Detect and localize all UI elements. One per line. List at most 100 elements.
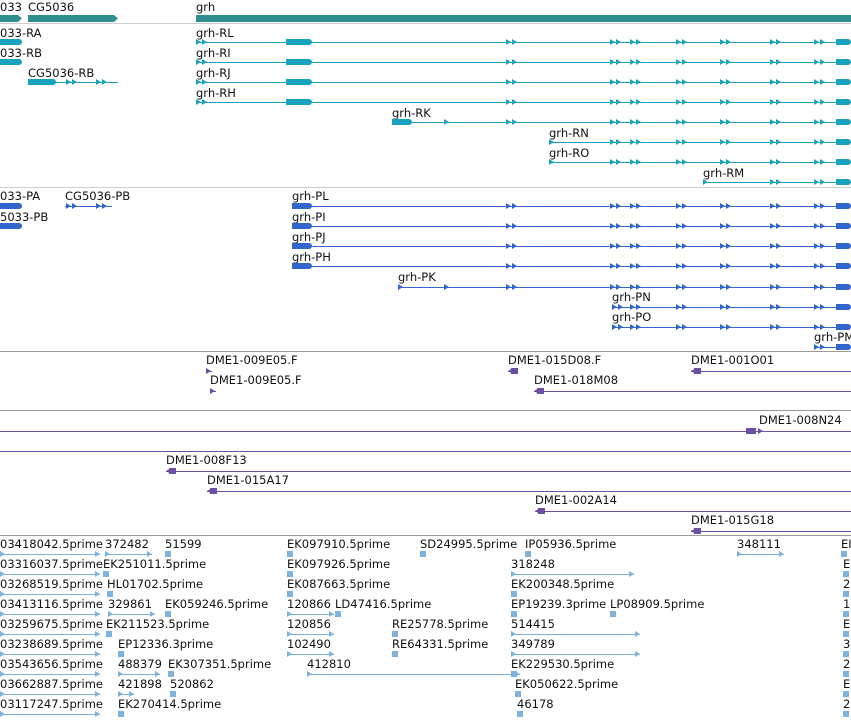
transcript-label[interactable]: grh-RL bbox=[196, 26, 234, 40]
est-line[interactable] bbox=[105, 554, 152, 555]
est-block[interactable] bbox=[841, 551, 847, 557]
transcript-line[interactable] bbox=[612, 327, 851, 328]
est-block[interactable] bbox=[165, 611, 171, 617]
est-label[interactable]: EK307351.5prime bbox=[168, 657, 272, 671]
est-label[interactable]: 488379 bbox=[118, 657, 162, 671]
est-block[interactable] bbox=[335, 611, 341, 617]
est-line[interactable] bbox=[0, 614, 100, 615]
protein-label[interactable]: 033-PA bbox=[0, 189, 41, 203]
est-block[interactable] bbox=[107, 591, 113, 597]
protein-label[interactable]: 5033-PB bbox=[0, 210, 49, 224]
est-label[interactable]: 03316037.5prime bbox=[0, 557, 104, 571]
gene-label[interactable]: 033 bbox=[0, 0, 22, 14]
est-label[interactable]: EP19239.3prime bbox=[511, 597, 607, 611]
transcript-line[interactable] bbox=[196, 102, 851, 103]
est-block[interactable] bbox=[392, 651, 398, 657]
est-label[interactable]: 514415 bbox=[511, 617, 555, 631]
transcript-line[interactable] bbox=[814, 347, 851, 348]
est-block[interactable] bbox=[106, 631, 112, 637]
transcript-line[interactable] bbox=[196, 82, 851, 83]
transcript-line[interactable] bbox=[392, 122, 851, 123]
transcript-line[interactable] bbox=[549, 142, 851, 143]
est-label[interactable]: 120866 bbox=[287, 597, 331, 611]
protein-label[interactable]: grh-PJ bbox=[292, 230, 326, 244]
est-block[interactable] bbox=[287, 571, 293, 577]
est-line[interactable] bbox=[307, 674, 520, 675]
est-block[interactable] bbox=[610, 611, 616, 617]
gene-label[interactable]: grh bbox=[196, 0, 216, 14]
clone-line[interactable] bbox=[535, 511, 851, 512]
gene-bar[interactable] bbox=[196, 15, 851, 22]
est-line[interactable] bbox=[0, 654, 100, 655]
est-label[interactable]: LP08909.5prime bbox=[610, 597, 705, 611]
protein-label[interactable]: grh-PM bbox=[814, 330, 851, 344]
transcript-line[interactable] bbox=[196, 62, 851, 63]
clone-label[interactable]: DME1-008F13 bbox=[166, 453, 247, 467]
protein-label[interactable]: grh-PK bbox=[398, 270, 436, 284]
est-block[interactable] bbox=[515, 691, 521, 697]
clone-label[interactable]: DME1-015A17 bbox=[207, 473, 289, 487]
clone-line[interactable] bbox=[166, 471, 851, 472]
est-label[interactable]: EK211523.5prime bbox=[106, 617, 210, 631]
transcript-label[interactable]: grh-RJ bbox=[196, 66, 231, 80]
clone-line[interactable] bbox=[0, 451, 851, 452]
est-label[interactable]: EK050622.5prime bbox=[515, 677, 619, 691]
est-label[interactable]: 349789 bbox=[511, 637, 555, 651]
est-line[interactable] bbox=[737, 554, 784, 555]
est-block[interactable] bbox=[118, 711, 124, 717]
est-line[interactable] bbox=[287, 614, 334, 615]
clone-label[interactable]: DME1-009E05.F bbox=[206, 353, 298, 367]
est-line[interactable] bbox=[108, 614, 155, 615]
est-block[interactable] bbox=[843, 671, 849, 677]
est-line[interactable] bbox=[118, 674, 160, 675]
est-block[interactable] bbox=[168, 671, 174, 677]
est-line[interactable] bbox=[287, 634, 334, 635]
est-block[interactable] bbox=[103, 571, 109, 577]
protein-label[interactable]: CG5036-PB bbox=[65, 189, 131, 203]
clone-label[interactable]: DME1-018M08 bbox=[534, 373, 619, 387]
est-label[interactable]: EI bbox=[841, 537, 851, 551]
est-block[interactable] bbox=[392, 631, 398, 637]
est-block[interactable] bbox=[517, 711, 523, 717]
est-label[interactable]: EK059246.5prime bbox=[165, 597, 269, 611]
clone-line[interactable] bbox=[746, 431, 766, 432]
est-line[interactable] bbox=[511, 654, 640, 655]
clone-label[interactable]: DME1-015D08.F bbox=[508, 353, 602, 367]
est-block[interactable] bbox=[843, 591, 849, 597]
est-block[interactable] bbox=[843, 711, 849, 717]
transcript-label[interactable]: grh-RH bbox=[196, 86, 236, 100]
est-block[interactable] bbox=[287, 551, 293, 557]
clone-label[interactable]: DME1-008N24 bbox=[759, 413, 842, 427]
est-label[interactable]: 03238689.5prime bbox=[0, 637, 104, 651]
transcript-label[interactable]: grh-RM bbox=[703, 166, 745, 180]
est-label[interactable]: 51599 bbox=[165, 537, 202, 551]
clone-line[interactable] bbox=[691, 371, 851, 372]
transcript-line[interactable] bbox=[292, 246, 851, 247]
est-label[interactable]: EK097926.5prime bbox=[287, 557, 391, 571]
est-label[interactable]: 372482 bbox=[105, 537, 149, 551]
transcript-label[interactable]: grh-RK bbox=[392, 106, 431, 120]
est-label[interactable]: EK229530.5prime bbox=[511, 657, 615, 671]
protein-label[interactable]: grh-PL bbox=[292, 189, 329, 203]
est-block[interactable] bbox=[843, 651, 849, 657]
est-block[interactable] bbox=[511, 671, 517, 677]
est-label[interactable]: E bbox=[843, 617, 851, 631]
est-label[interactable]: 03418042.5prime bbox=[0, 537, 104, 551]
clone-line[interactable] bbox=[534, 391, 851, 392]
transcript-label[interactable]: 033-RA bbox=[0, 26, 42, 40]
est-label[interactable]: 2 bbox=[843, 577, 851, 591]
est-label[interactable]: LD47416.5prime bbox=[335, 597, 432, 611]
transcript-line[interactable] bbox=[292, 226, 851, 227]
est-line[interactable] bbox=[0, 574, 100, 575]
est-block[interactable] bbox=[420, 551, 426, 557]
est-label[interactable]: 348111 bbox=[737, 537, 781, 551]
est-label[interactable]: 120856 bbox=[287, 617, 331, 631]
est-block[interactable] bbox=[170, 691, 176, 697]
est-label[interactable]: EK251011.5prime bbox=[103, 557, 207, 571]
est-block[interactable] bbox=[843, 611, 849, 617]
transcript-line[interactable] bbox=[292, 266, 851, 267]
est-label[interactable]: 2 bbox=[843, 657, 851, 671]
est-label[interactable]: 1 bbox=[843, 597, 851, 611]
est-line[interactable] bbox=[0, 694, 100, 695]
est-block[interactable] bbox=[843, 691, 849, 697]
